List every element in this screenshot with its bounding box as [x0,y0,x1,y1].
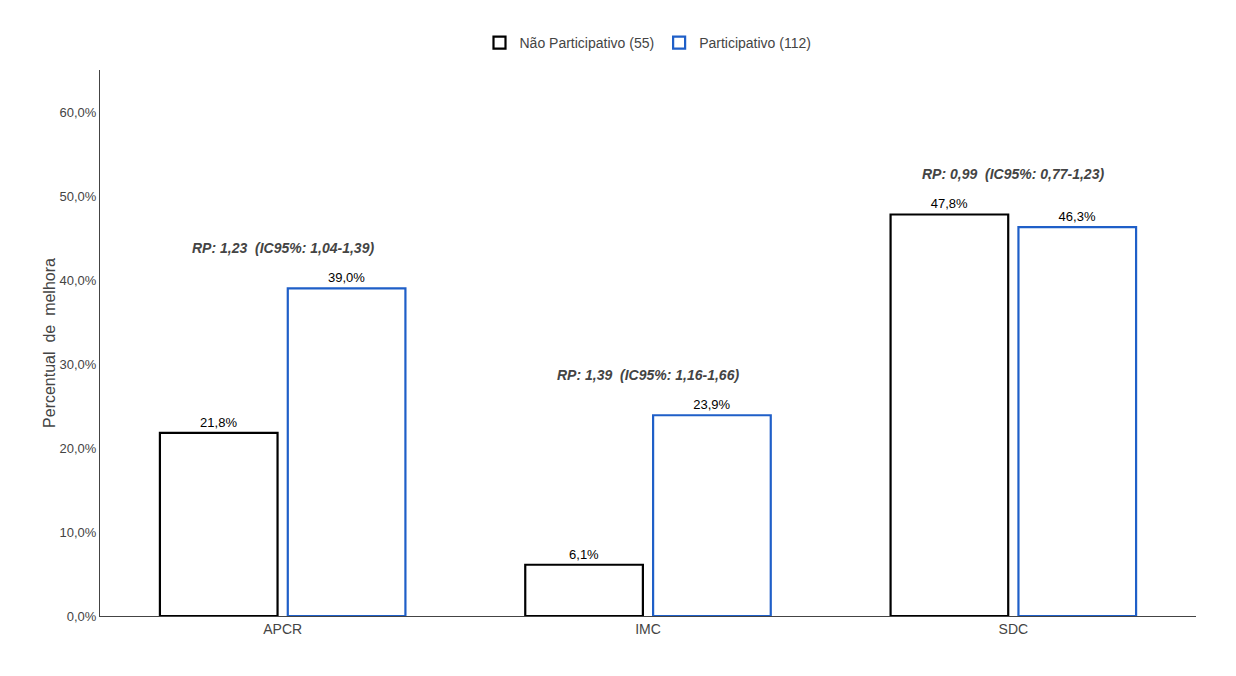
svg-text:60,0%: 60,0% [60,105,97,120]
svg-text:50,0%: 50,0% [60,189,97,204]
svg-text:10,0%: 10,0% [60,525,97,540]
svg-text:Percentual de melhora: Percentual de melhora [41,258,58,428]
svg-text:23,9%: 23,9% [693,397,730,412]
svg-text:APCR: APCR [263,621,302,637]
svg-text:SDC: SDC [999,621,1029,637]
svg-text:40,0%: 40,0% [60,273,97,288]
svg-text:46,3%: 46,3% [1059,209,1096,224]
svg-text:20,0%: 20,0% [60,441,97,456]
svg-text:RP: 1,39 (IC95%: 1,16-1,66): RP: 1,39 (IC95%: 1,16-1,66) [557,367,739,383]
svg-text:47,8%: 47,8% [931,196,968,211]
svg-text:0,0%: 0,0% [67,609,97,624]
svg-text:6,1%: 6,1% [569,547,599,562]
svg-text:30,0%: 30,0% [60,357,97,372]
svg-text:39,0%: 39,0% [328,270,365,285]
svg-text:RP: 1,23 (IC95%: 1,04-1,39): RP: 1,23 (IC95%: 1,04-1,39) [192,240,374,256]
svg-text:Participativo (112): Participativo (112) [699,35,811,51]
svg-text:IMC: IMC [635,621,661,637]
svg-text:RP: 0,99 (IC95%: 0,77-1,23): RP: 0,99 (IC95%: 0,77-1,23) [922,166,1104,182]
svg-text:Não Participativo (55): Não Participativo (55) [520,35,655,51]
svg-text:21,8%: 21,8% [200,415,237,430]
